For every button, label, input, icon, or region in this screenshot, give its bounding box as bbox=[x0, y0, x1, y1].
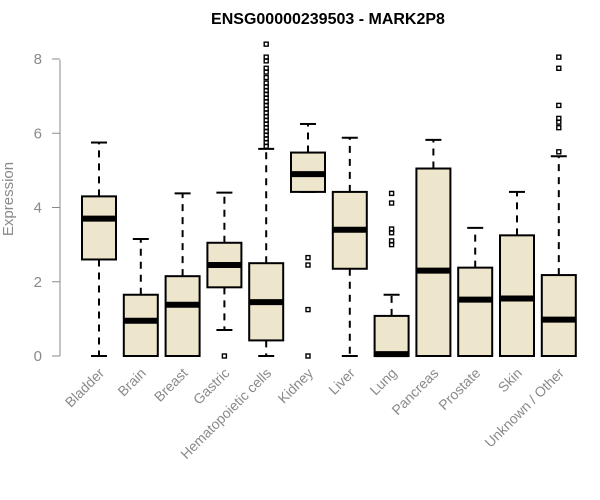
iqr-box bbox=[373, 314, 410, 357]
outlier-point bbox=[305, 306, 311, 313]
x-tick-label: Skin bbox=[495, 365, 526, 396]
iqr-box bbox=[81, 195, 117, 261]
x-tick-label: Breast bbox=[151, 365, 191, 405]
iqr-box bbox=[457, 266, 494, 357]
x-tick-label: Unknown / Other bbox=[481, 365, 567, 451]
outlier-point bbox=[221, 353, 228, 359]
box-liver bbox=[331, 136, 368, 357]
outlier-point bbox=[305, 262, 311, 268]
box-skin bbox=[499, 190, 535, 357]
outlier-point bbox=[388, 190, 395, 197]
outlier-point bbox=[263, 41, 269, 47]
outlier-point bbox=[556, 65, 562, 71]
box-hematopoietic-cells bbox=[248, 41, 285, 357]
outlier-point bbox=[556, 149, 562, 155]
outlier-point bbox=[263, 65, 269, 71]
y-tick-label: 6 bbox=[34, 125, 42, 142]
box-lung bbox=[373, 190, 410, 358]
box-unknown-other bbox=[540, 54, 577, 358]
box-gastric bbox=[206, 191, 243, 359]
outlier-point bbox=[263, 80, 269, 86]
outlier-point bbox=[305, 254, 311, 261]
outlier-point bbox=[305, 353, 311, 359]
y-tick-label: 2 bbox=[34, 274, 42, 291]
box-prostate bbox=[457, 226, 494, 357]
outlier-point bbox=[263, 54, 269, 60]
x-tick-label: Lung bbox=[366, 365, 399, 398]
y-tick-label: 0 bbox=[34, 348, 42, 365]
outlier-point bbox=[556, 115, 562, 122]
y-tick-label: 4 bbox=[34, 200, 42, 217]
iqr-box bbox=[540, 274, 577, 358]
box-breast bbox=[164, 192, 201, 357]
x-tick-label: Bladder bbox=[62, 365, 108, 411]
x-tick-label: Prostate bbox=[435, 365, 483, 413]
x-tick-label: Liver bbox=[325, 365, 358, 398]
box-brain bbox=[122, 238, 159, 357]
outlier-point bbox=[556, 102, 562, 109]
iqr-box bbox=[164, 275, 201, 357]
chart-title: ENSG00000239503 - MARK2P8 bbox=[211, 11, 445, 28]
y-axis-label: Expression bbox=[0, 162, 17, 236]
outlier-point bbox=[388, 230, 395, 236]
y-axis-ticks: 0 2 4 6 8 bbox=[34, 51, 60, 365]
boxes-group bbox=[81, 41, 577, 359]
x-tick-label: Brain bbox=[114, 365, 148, 399]
outlier-point bbox=[263, 74, 269, 81]
y-tick-label: 8 bbox=[34, 51, 42, 68]
outlier-point bbox=[556, 124, 562, 131]
iqr-box bbox=[122, 293, 159, 357]
box-kidney bbox=[290, 122, 326, 359]
box-pancreas bbox=[415, 138, 452, 357]
outlier-point bbox=[556, 54, 562, 60]
box-bladder bbox=[81, 141, 117, 357]
x-tick-label: Kidney bbox=[275, 365, 317, 407]
outlier-point bbox=[388, 241, 395, 248]
outlier-point bbox=[388, 200, 395, 206]
iqr-box bbox=[415, 167, 452, 357]
